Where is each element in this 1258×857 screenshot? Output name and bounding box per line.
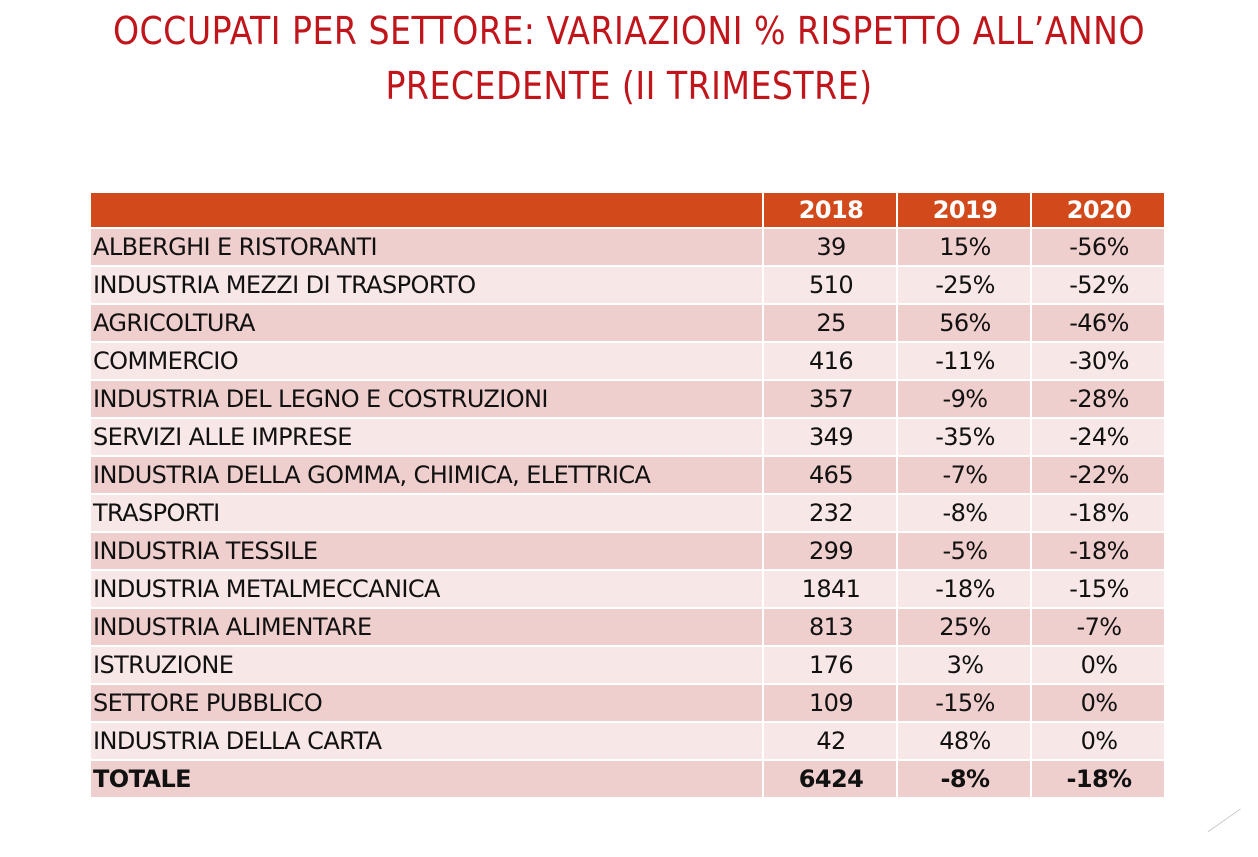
table-row: INDUSTRIA DELLA CARTA 42 48% 0% xyxy=(89,721,1166,761)
value-cell-2018: 465 xyxy=(762,455,898,495)
value-cell-2020: 0% xyxy=(1030,683,1166,723)
table-row: INDUSTRIA TESSILE 299 -5% -18% xyxy=(89,531,1166,571)
value-cell-2019: -7% xyxy=(896,455,1032,495)
header-2020: 2020 xyxy=(1030,191,1166,229)
sector-cell: TOTALE xyxy=(89,759,764,799)
value-cell-2018: 813 xyxy=(762,607,898,647)
header-sector xyxy=(89,191,764,229)
value-cell-2020: -18% xyxy=(1030,493,1166,533)
value-cell-2019: -11% xyxy=(896,341,1032,381)
value-cell-2019: 3% xyxy=(896,645,1032,685)
decorative-line xyxy=(1207,808,1258,857)
header-row: 2018 2019 2020 xyxy=(89,191,1166,229)
value-cell-2020: -7% xyxy=(1030,607,1166,647)
table-row: INDUSTRIA MEZZI DI TRASPORTO 510 -25% -52% xyxy=(89,265,1166,305)
sector-cell: INDUSTRIA MEZZI DI TRASPORTO xyxy=(89,265,764,305)
value-cell-2020: -15% xyxy=(1030,569,1166,609)
value-cell-2018: 510 xyxy=(762,265,898,305)
value-cell-2020: -18% xyxy=(1030,759,1166,799)
value-cell-2018: 176 xyxy=(762,645,898,685)
value-cell-2019: -18% xyxy=(896,569,1032,609)
value-cell-2019: -25% xyxy=(896,265,1032,305)
table-row: SETTORE PUBBLICO 109 -15% 0% xyxy=(89,683,1166,723)
value-cell-2020: -24% xyxy=(1030,417,1166,457)
value-cell-2018: 109 xyxy=(762,683,898,723)
sector-cell: INDUSTRIA DELLA GOMMA, CHIMICA, ELETTRIC… xyxy=(89,455,764,495)
value-cell-2018: 42 xyxy=(762,721,898,761)
sector-cell: INDUSTRIA TESSILE xyxy=(89,531,764,571)
table-row: INDUSTRIA ALIMENTARE 813 25% -7% xyxy=(89,607,1166,647)
table-row: COMMERCIO 416 -11% -30% xyxy=(89,341,1166,381)
value-cell-2019: 25% xyxy=(896,607,1032,647)
table-row: TRASPORTI 232 -8% -18% xyxy=(89,493,1166,533)
header-2019: 2019 xyxy=(896,191,1032,229)
value-cell-2019: -8% xyxy=(896,493,1032,533)
value-cell-2018: 25 xyxy=(762,303,898,343)
value-cell-2018: 1841 xyxy=(762,569,898,609)
value-cell-2020: -18% xyxy=(1030,531,1166,571)
slide-title: OCCUPATI PER SETTORE: VARIAZIONI % RISPE… xyxy=(19,4,1239,114)
value-cell-2019: -8% xyxy=(896,759,1032,799)
sector-cell: INDUSTRIA METALMECCANICA xyxy=(89,569,764,609)
title-line-2: PRECEDENTE (II TRIMESTRE) xyxy=(385,64,873,108)
value-cell-2018: 416 xyxy=(762,341,898,381)
value-cell-2019: 15% xyxy=(896,227,1032,267)
value-cell-2020: -30% xyxy=(1030,341,1166,381)
table-row: INDUSTRIA DELLA GOMMA, CHIMICA, ELETTRIC… xyxy=(89,455,1166,495)
value-cell-2020: 0% xyxy=(1030,645,1166,685)
table-row: AGRICOLTURA 25 56% -46% xyxy=(89,303,1166,343)
value-cell-2020: -46% xyxy=(1030,303,1166,343)
sector-cell: SERVIZI ALLE IMPRESE xyxy=(89,417,764,457)
value-cell-2020: -56% xyxy=(1030,227,1166,267)
value-cell-2020: 0% xyxy=(1030,721,1166,761)
table-row: INDUSTRIA DEL LEGNO E COSTRUZIONI 357 -9% -… xyxy=(89,379,1166,419)
title-line-1: OCCUPATI PER SETTORE: VARIAZIONI % RISPE… xyxy=(112,9,1146,53)
value-cell-2020: -28% xyxy=(1030,379,1166,419)
sector-cell: ALBERGHI E RISTORANTI xyxy=(89,227,764,267)
sector-cell: INDUSTRIA DEL LEGNO E COSTRUZIONI xyxy=(89,379,764,419)
value-cell-2018: 232 xyxy=(762,493,898,533)
sector-cell: TRASPORTI xyxy=(89,493,764,533)
sector-cell: COMMERCIO xyxy=(89,341,764,381)
value-cell-2020: -22% xyxy=(1030,455,1166,495)
sector-cell: SETTORE PUBBLICO xyxy=(89,683,764,723)
sector-cell: AGRICOLTURA xyxy=(89,303,764,343)
value-cell-2019: -35% xyxy=(896,417,1032,457)
value-cell-2018: 357 xyxy=(762,379,898,419)
sector-cell: INDUSTRIA DELLA CARTA xyxy=(89,721,764,761)
total-row: TOTALE 6424 -8% -18% xyxy=(89,759,1166,799)
value-cell-2018: 6424 xyxy=(762,759,898,799)
table-row: SERVIZI ALLE IMPRESE 349 -35% -24% xyxy=(89,417,1166,457)
value-cell-2018: 349 xyxy=(762,417,898,457)
value-cell-2020: -52% xyxy=(1030,265,1166,305)
sector-cell: ISTRUZIONE xyxy=(89,645,764,685)
table-row: ALBERGHI E RISTORANTI 39 15% -56% xyxy=(89,227,1166,267)
value-cell-2018: 299 xyxy=(762,531,898,571)
value-cell-2019: 56% xyxy=(896,303,1032,343)
table-row: ISTRUZIONE 176 3% 0% xyxy=(89,645,1166,685)
table-row: INDUSTRIA METALMECCANICA 1841 -18% -15% xyxy=(89,569,1166,609)
value-cell-2019: -5% xyxy=(896,531,1032,571)
value-cell-2019: 48% xyxy=(896,721,1032,761)
header-2018: 2018 xyxy=(762,191,898,229)
value-cell-2019: -9% xyxy=(896,379,1032,419)
sector-cell: INDUSTRIA ALIMENTARE xyxy=(89,607,764,647)
employment-table: 2018 2019 2020 ALBERGHI E RISTORANTI 39 15… xyxy=(89,191,1166,799)
value-cell-2018: 39 xyxy=(762,227,898,267)
value-cell-2019: -15% xyxy=(896,683,1032,723)
